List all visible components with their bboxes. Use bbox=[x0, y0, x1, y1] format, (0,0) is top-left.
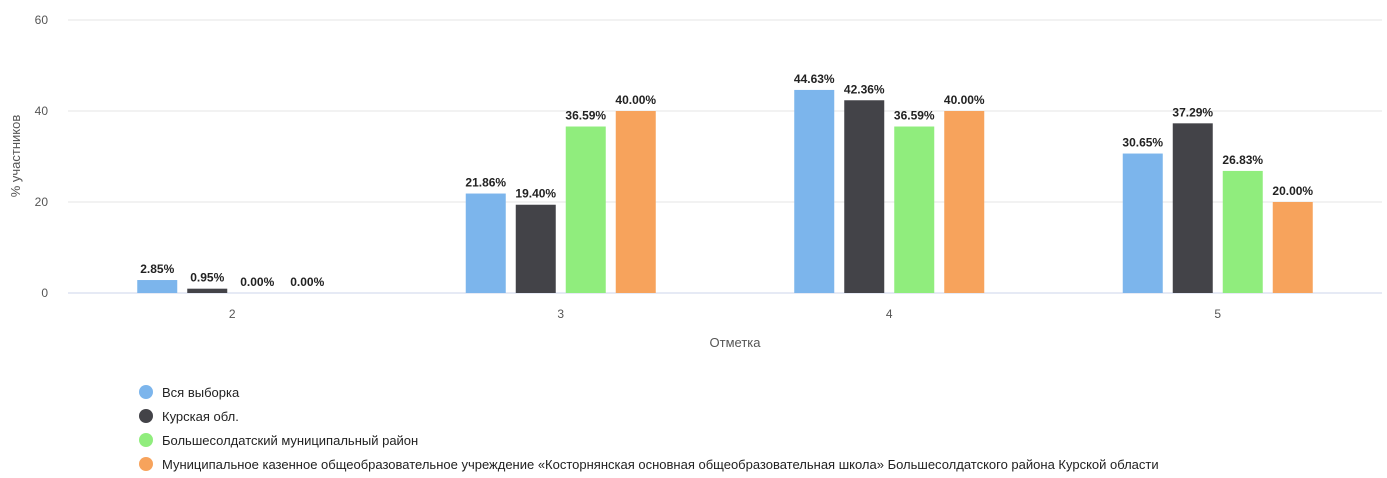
bar bbox=[1272, 202, 1313, 293]
legend-label: Большесолдатский муниципальный район bbox=[162, 433, 418, 448]
bar-data-label: 40.00% bbox=[944, 93, 985, 107]
bar-data-label: 19.40% bbox=[515, 187, 556, 201]
bar-data-label: 20.00% bbox=[1272, 184, 1313, 198]
bar-data-label: 36.59% bbox=[565, 109, 606, 123]
bar-data-label: 37.29% bbox=[1172, 105, 1213, 119]
bars bbox=[137, 89, 1313, 294]
bar bbox=[844, 100, 885, 294]
x-tick-label: 3 bbox=[557, 307, 564, 321]
y-tick-label: 0 bbox=[41, 286, 48, 300]
legend-label: Вся выборка bbox=[162, 385, 240, 400]
bar bbox=[944, 111, 985, 293]
bar bbox=[615, 111, 656, 293]
legend-marker bbox=[139, 457, 153, 471]
bar-data-label: 26.83% bbox=[1222, 153, 1263, 167]
y-tick-label: 20 bbox=[35, 195, 49, 209]
bar bbox=[1172, 123, 1213, 293]
legend[interactable]: Вся выборка Курская обл. Большесолдатский … bbox=[139, 385, 1159, 472]
x-tick-label: 2 bbox=[229, 307, 236, 321]
legend-label: Курская обл. bbox=[162, 409, 239, 424]
bar bbox=[515, 204, 556, 293]
legend-marker bbox=[139, 385, 153, 399]
bar bbox=[1222, 170, 1263, 293]
x-tick-label: 4 bbox=[886, 307, 893, 321]
bar-data-label: 44.63% bbox=[794, 72, 835, 86]
legend-marker bbox=[139, 409, 153, 423]
bar-data-label: 2.85% bbox=[140, 262, 174, 276]
bar-data-label: 21.86% bbox=[465, 176, 506, 190]
legend-item[interactable]: Муниципальное казенное общеобразовательн… bbox=[139, 457, 1159, 472]
legend-marker bbox=[139, 433, 153, 447]
x-tick-label: 5 bbox=[1214, 307, 1221, 321]
data-labels: 2.85% 0.95% 0.00% 0.00% 21.86% 19.40% 36.59% 40… bbox=[140, 72, 1313, 289]
y-axis-ticks: 0 20 40 60 bbox=[35, 13, 49, 300]
bar bbox=[137, 280, 178, 293]
bar-data-label: 0.00% bbox=[240, 275, 274, 289]
y-tick-label: 40 bbox=[35, 104, 49, 118]
legend-item[interactable]: Курская обл. bbox=[139, 409, 239, 424]
y-tick-label: 60 bbox=[35, 13, 49, 27]
y-axis-title: % участников bbox=[8, 115, 23, 198]
bar bbox=[465, 193, 506, 293]
legend-label: Муниципальное казенное общеобразовательн… bbox=[162, 457, 1159, 472]
gridlines bbox=[68, 19, 1382, 294]
legend-item[interactable]: Вся выборка bbox=[139, 385, 240, 400]
bar-data-label: 0.95% bbox=[190, 271, 224, 285]
bar-data-label: 40.00% bbox=[615, 93, 656, 107]
x-axis-title: Отметка bbox=[710, 335, 762, 350]
legend-item[interactable]: Большесолдатский муниципальный район bbox=[139, 433, 418, 448]
bar-data-label: 0.00% bbox=[290, 275, 324, 289]
bar-data-label: 42.36% bbox=[844, 82, 885, 96]
bar bbox=[894, 126, 935, 293]
bar bbox=[565, 126, 606, 293]
bar-data-label: 36.59% bbox=[894, 109, 935, 123]
bar bbox=[794, 89, 835, 293]
bar-data-label: 30.65% bbox=[1122, 136, 1163, 150]
bar bbox=[1122, 153, 1163, 293]
x-axis-ticks: 2 3 4 5 bbox=[229, 307, 1222, 321]
bar bbox=[187, 288, 228, 293]
